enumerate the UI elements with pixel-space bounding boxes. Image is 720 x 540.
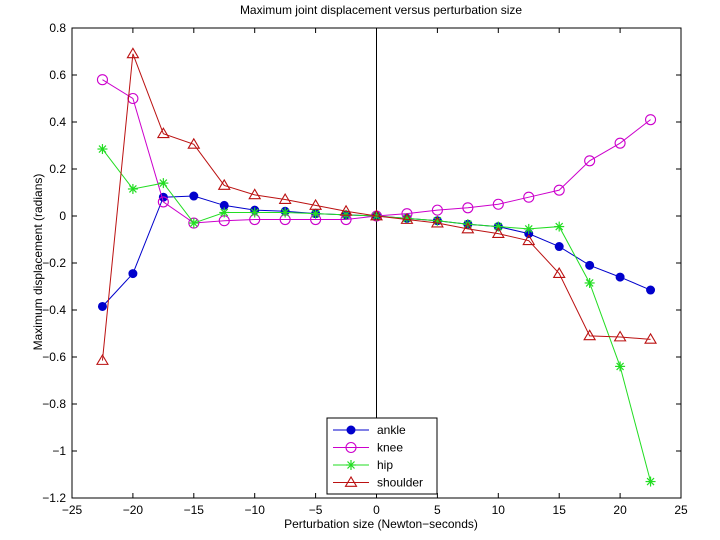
data-point bbox=[493, 221, 504, 232]
data-point bbox=[344, 475, 358, 487]
legend-item-hip: hip bbox=[333, 458, 393, 472]
data-point bbox=[97, 144, 108, 155]
data-point bbox=[523, 191, 535, 203]
data-point bbox=[248, 188, 262, 200]
data-point bbox=[585, 260, 595, 270]
x-tick-label: 15 bbox=[553, 503, 567, 517]
x-tick-label: −15 bbox=[184, 503, 205, 517]
data-point bbox=[280, 207, 291, 218]
data-point bbox=[219, 207, 230, 218]
data-point bbox=[644, 114, 657, 126]
legend: ankle knee hip shoulder bbox=[326, 417, 438, 495]
data-point bbox=[156, 127, 170, 139]
x-tick-label: −25 bbox=[62, 503, 83, 517]
data-point bbox=[613, 330, 627, 342]
data-point bbox=[346, 425, 356, 435]
series-layer bbox=[95, 47, 658, 487]
data-point bbox=[492, 198, 504, 210]
data-point bbox=[646, 285, 656, 295]
data-point bbox=[522, 234, 536, 246]
y-tick-label: −0.4 bbox=[42, 303, 66, 317]
data-point bbox=[188, 218, 199, 229]
data-point bbox=[523, 223, 534, 234]
series-line-shoulder bbox=[101, 53, 651, 361]
data-point bbox=[462, 202, 474, 214]
y-axis: −1.2 −1 −0.8 −0.6 −0.4 −0.2 0 0.2 0.4 0.6 0.8 bbox=[42, 21, 681, 505]
legend-item-knee: knee bbox=[333, 441, 403, 455]
legend-item-ankle: ankle bbox=[333, 423, 406, 437]
data-point bbox=[584, 277, 595, 288]
x-tick-label: 5 bbox=[434, 503, 441, 517]
legend-label: ankle bbox=[377, 423, 406, 437]
data-point bbox=[158, 178, 169, 189]
x-tick-label: 0 bbox=[373, 503, 380, 517]
x-tick-label: 20 bbox=[613, 503, 627, 517]
data-point bbox=[615, 361, 626, 372]
chart-title: Maximum joint displacement versus pertur… bbox=[240, 3, 522, 17]
x-axis-label: Perturbation size (Newton−seconds) bbox=[284, 517, 478, 531]
data-point bbox=[309, 198, 323, 210]
data-point bbox=[310, 208, 321, 219]
data-point bbox=[126, 47, 140, 59]
data-point bbox=[615, 272, 625, 282]
legend-item-shoulder: shoulder bbox=[333, 476, 423, 490]
data-point bbox=[127, 92, 139, 105]
data-point bbox=[345, 441, 357, 454]
data-point bbox=[217, 178, 231, 190]
data-point bbox=[97, 301, 107, 311]
data-point bbox=[127, 183, 138, 194]
series-shoulder bbox=[95, 47, 658, 365]
data-point bbox=[96, 74, 108, 86]
y-tick-label: −0.6 bbox=[42, 350, 66, 364]
data-point bbox=[645, 476, 656, 487]
data-point bbox=[128, 269, 138, 279]
data-point bbox=[249, 207, 260, 218]
data-point bbox=[430, 216, 444, 228]
data-point bbox=[491, 227, 505, 239]
data-point bbox=[583, 329, 597, 341]
data-point bbox=[278, 192, 292, 204]
data-point bbox=[554, 242, 564, 252]
data-point bbox=[95, 353, 109, 365]
data-point bbox=[339, 204, 353, 216]
x-tick-label: 25 bbox=[674, 503, 688, 517]
y-tick-label: −0.8 bbox=[42, 397, 66, 411]
y-tick-label: −1.2 bbox=[42, 491, 66, 505]
data-point bbox=[584, 155, 596, 167]
data-point bbox=[614, 137, 626, 149]
data-point bbox=[400, 212, 414, 224]
y-tick-label: 0 bbox=[59, 209, 66, 223]
y-tick-label: −1 bbox=[52, 444, 66, 458]
data-point bbox=[431, 204, 443, 216]
y-tick-label: −0.2 bbox=[42, 256, 66, 270]
data-point bbox=[554, 221, 565, 232]
data-point bbox=[644, 332, 658, 344]
data-point bbox=[187, 137, 201, 149]
data-point bbox=[553, 184, 565, 196]
y-tick-label: 0.2 bbox=[49, 162, 66, 176]
data-point bbox=[346, 460, 356, 470]
x-tick-label: −5 bbox=[309, 503, 323, 517]
x-tick-label: −10 bbox=[245, 503, 266, 517]
data-point bbox=[370, 209, 383, 221]
legend-box bbox=[326, 417, 438, 495]
y-tick-label: 0.4 bbox=[49, 115, 66, 129]
legend-label: shoulder bbox=[377, 476, 423, 490]
data-point bbox=[189, 191, 199, 201]
legend-label: hip bbox=[377, 458, 393, 472]
data-point bbox=[157, 196, 169, 208]
data-point bbox=[552, 266, 566, 278]
data-point bbox=[461, 222, 475, 234]
legend-label: knee bbox=[377, 441, 403, 455]
x-tick-label: 10 bbox=[492, 503, 506, 517]
y-axis-label: Maximum displacement (radians) bbox=[31, 174, 45, 351]
x-tick-label: −20 bbox=[123, 503, 144, 517]
y-tick-label: 0.8 bbox=[49, 21, 66, 35]
y-tick-label: 0.6 bbox=[49, 68, 66, 82]
